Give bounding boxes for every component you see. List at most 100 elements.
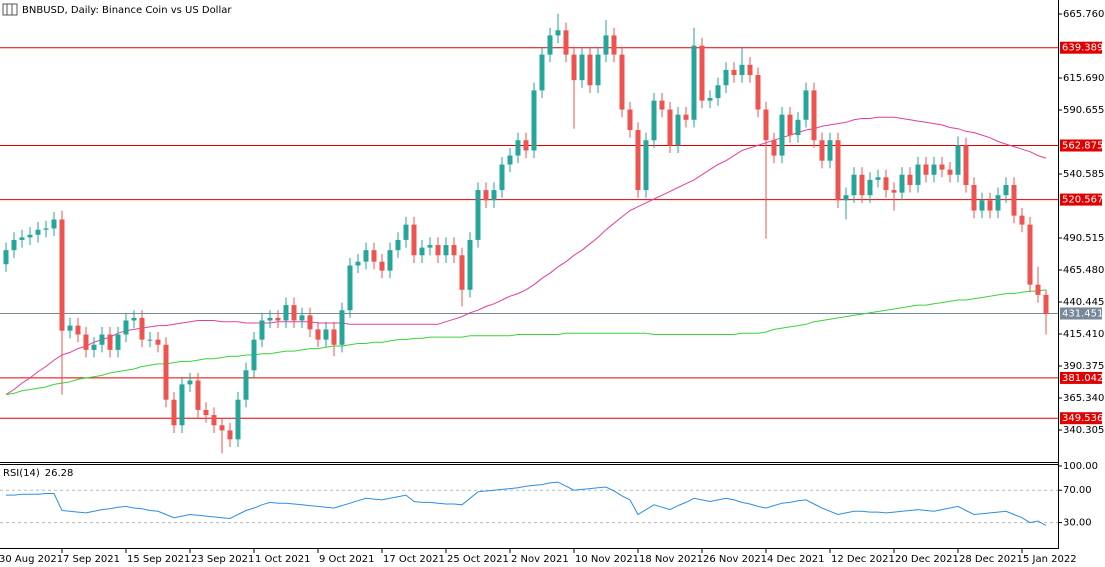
y-tick-label: 540.585 xyxy=(1063,169,1104,180)
candle-body xyxy=(659,100,665,110)
candle-body xyxy=(803,90,809,120)
candle-body xyxy=(171,399,177,426)
candle-body xyxy=(403,224,409,240)
candle-body xyxy=(307,315,313,330)
moving-average xyxy=(5,289,1047,396)
candle-body xyxy=(907,174,913,185)
candle-body xyxy=(675,114,681,146)
icon-frame xyxy=(2,3,18,16)
candle-body xyxy=(667,109,673,146)
candle-body xyxy=(1027,224,1033,285)
chart-title: BNBUSD, Daily: Binance Coin vs US Dollar xyxy=(22,5,232,16)
candle-body xyxy=(739,64,745,76)
candle-body xyxy=(1019,215,1025,225)
price-tag xyxy=(1060,307,1102,320)
candle-body xyxy=(627,109,633,131)
x-tick-label: 12 Dec 2021 xyxy=(831,554,895,565)
price-tag xyxy=(1060,193,1102,206)
candle-body xyxy=(563,30,569,55)
x-tick-label: 23 Sep 2021 xyxy=(191,554,254,565)
candle-body xyxy=(539,54,545,91)
candle-body xyxy=(91,344,97,350)
candle-body xyxy=(123,320,129,335)
candle-body xyxy=(995,195,1001,211)
x-tick-label: 28 Dec 2021 xyxy=(959,554,1023,565)
y-tick-label: 70.00 xyxy=(1063,485,1092,496)
candle-body xyxy=(419,247,425,256)
candle-body xyxy=(651,100,657,141)
candle-body xyxy=(699,45,705,101)
y-tick-label: 440.445 xyxy=(1063,297,1104,308)
y-tick-label: 465.480 xyxy=(1063,265,1104,276)
price-tag xyxy=(1060,412,1102,425)
candle-body xyxy=(195,380,201,410)
candle-body xyxy=(827,140,833,161)
candle-body xyxy=(771,140,777,156)
y-tick-label: 490.515 xyxy=(1063,233,1104,244)
candle-body xyxy=(11,239,17,251)
candle-body xyxy=(499,164,505,191)
candle-body xyxy=(411,224,417,256)
candle-body xyxy=(1003,184,1009,196)
candle-body xyxy=(243,370,249,400)
candle-body xyxy=(811,90,817,141)
x-tick-label: 5 Jan 2022 xyxy=(1023,554,1077,565)
y-tick-label: 30.00 xyxy=(1063,518,1092,529)
candle-body xyxy=(139,317,145,340)
candle-body xyxy=(715,85,721,99)
price-tag-label: 381.042 xyxy=(1062,373,1103,384)
candle-body xyxy=(67,325,73,331)
price-tag-label: 520.567 xyxy=(1062,195,1103,206)
candle-body xyxy=(571,54,577,81)
candle-body xyxy=(867,179,873,196)
candle-body xyxy=(931,164,937,175)
candle-body xyxy=(1011,184,1017,216)
candle-body xyxy=(323,329,329,340)
x-tick-label: 9 Oct 2021 xyxy=(319,554,374,565)
candle-body xyxy=(451,245,457,256)
candle-body xyxy=(923,164,929,175)
candle-body xyxy=(331,329,337,345)
candle-body xyxy=(747,64,753,76)
y-tick-label: 340.305 xyxy=(1063,425,1104,436)
candle-body xyxy=(59,219,65,331)
candle-body xyxy=(155,339,161,345)
candle-body xyxy=(507,155,513,165)
y-tick-label: 365.340 xyxy=(1063,393,1104,404)
candle-body xyxy=(147,339,153,341)
candle-body xyxy=(859,174,865,196)
candle-body xyxy=(963,145,969,185)
candle-body xyxy=(779,114,785,156)
candle-body xyxy=(275,317,281,321)
rsi-title: RSI(14) xyxy=(3,468,40,479)
price-tag-label: 562.875 xyxy=(1062,141,1103,152)
candle-body xyxy=(515,140,521,156)
y-tick-label: 615.690 xyxy=(1063,73,1104,84)
candle-body xyxy=(755,75,761,110)
candle-body xyxy=(107,334,113,350)
candle-body xyxy=(75,325,81,335)
candle-body xyxy=(971,184,977,211)
candle-body xyxy=(163,344,169,400)
candle-body xyxy=(843,195,849,201)
candle-body xyxy=(939,164,945,170)
x-tick-label: 1 Oct 2021 xyxy=(255,554,310,565)
candle-body xyxy=(955,145,961,175)
price-tag-label: 639.389 xyxy=(1062,43,1103,54)
x-tick-label: 4 Dec 2021 xyxy=(767,554,825,565)
x-tick-label: 7 Sep 2021 xyxy=(63,554,120,565)
candle-body xyxy=(211,415,217,426)
candle-body xyxy=(531,90,537,151)
candle-body xyxy=(547,35,553,55)
candle-body xyxy=(339,310,345,345)
candle-body xyxy=(891,190,897,193)
candle-body xyxy=(219,425,225,431)
candle-body xyxy=(131,317,137,321)
candle-body xyxy=(19,237,25,240)
candle-body xyxy=(355,261,361,266)
x-tick-label: 18 Nov 2021 xyxy=(639,554,703,565)
candle-body xyxy=(179,384,185,426)
candle-body xyxy=(899,174,905,193)
candle-body xyxy=(259,320,265,340)
candle-body xyxy=(883,177,889,191)
